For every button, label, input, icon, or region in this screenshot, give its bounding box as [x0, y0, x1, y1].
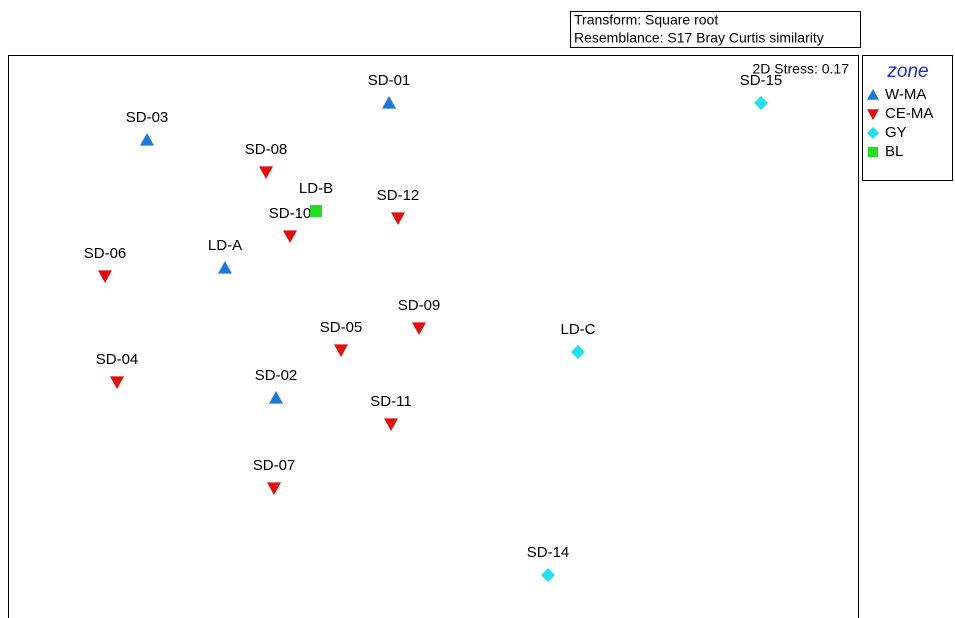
- point: [384, 418, 398, 431]
- point-label: SD-12: [377, 187, 420, 204]
- point: [334, 344, 348, 357]
- point: [541, 568, 555, 582]
- point-label: LD-C: [560, 321, 595, 338]
- point: [267, 482, 281, 495]
- point-label: SD-01: [368, 72, 411, 89]
- point-label: SD-03: [126, 109, 169, 126]
- legend-marker: [867, 146, 879, 158]
- point: [754, 96, 768, 110]
- point-label: SD-15: [740, 72, 783, 89]
- stress-label: 2D Stress: 0.17: [753, 61, 850, 77]
- point: [269, 391, 283, 404]
- point: [218, 261, 232, 274]
- legend-label: GY: [885, 124, 907, 141]
- point-label: SD-14: [527, 544, 570, 561]
- legend-label: CE-MA: [885, 105, 933, 122]
- point-label: SD-04: [96, 351, 139, 368]
- legend-label: W-MA: [885, 86, 926, 103]
- point: [140, 133, 154, 146]
- legend-marker: [867, 89, 879, 100]
- point-label: SD-02: [255, 367, 298, 384]
- point: [283, 230, 297, 243]
- point-label: SD-10: [269, 205, 312, 222]
- point-label: SD-11: [370, 393, 411, 410]
- info-box: [570, 11, 861, 48]
- point: [571, 345, 585, 359]
- legend-box: [862, 55, 953, 181]
- plot-frame: [8, 55, 859, 618]
- legend-marker: [867, 127, 879, 139]
- legend-label: BL: [885, 143, 903, 160]
- point: [310, 205, 322, 217]
- point: [391, 212, 405, 225]
- point-label: SD-09: [398, 297, 441, 314]
- point: [110, 376, 124, 389]
- point: [382, 96, 396, 109]
- point: [98, 270, 112, 283]
- transform-label: Transform: Square root: [574, 12, 718, 28]
- point-label: LD-B: [299, 180, 333, 197]
- point-label: SD-08: [245, 141, 288, 158]
- point-label: SD-05: [320, 319, 363, 336]
- point-label: SD-07: [253, 457, 296, 474]
- point: [259, 166, 273, 179]
- point-label: LD-A: [208, 237, 242, 254]
- point-label: SD-06: [84, 245, 127, 262]
- point: [412, 322, 426, 335]
- resemblance-label: Resemblance: S17 Bray Curtis similarity: [574, 30, 824, 46]
- legend-marker: [867, 109, 879, 120]
- legend-title: zone: [886, 61, 928, 82]
